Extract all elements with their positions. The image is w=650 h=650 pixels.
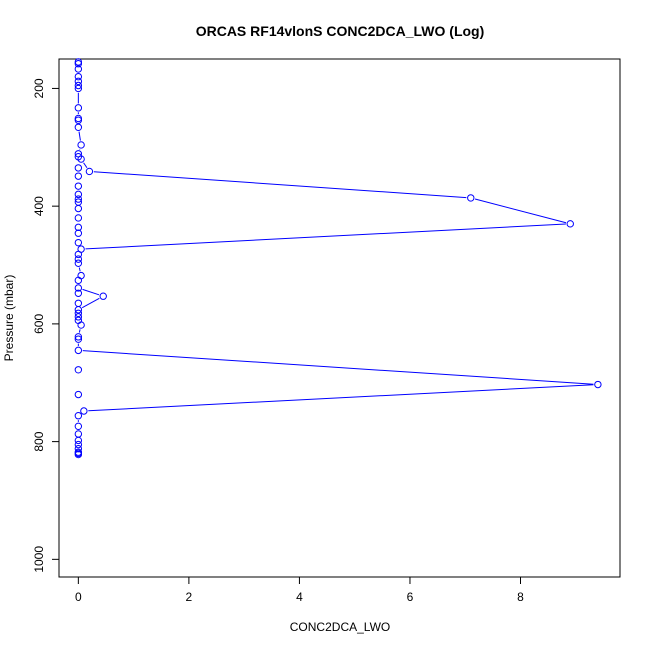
- series-segment: [82, 350, 594, 385]
- series-segment: [82, 288, 100, 296]
- data-point: [74, 335, 83, 343]
- data-point: [74, 366, 83, 374]
- data-point: [74, 223, 83, 232]
- chart-title: ORCAS RF14vlonS CONC2DCA_LWO (Log): [196, 23, 485, 39]
- data-point: [74, 195, 83, 203]
- y-axis: 200 400 600 800 1000: [32, 78, 60, 573]
- data-point: [74, 255, 83, 263]
- data-point: [74, 444, 83, 453]
- y-axis-title: Pressure (mbar): [2, 275, 16, 362]
- data-point: [467, 194, 475, 202]
- series-segment: [88, 384, 594, 412]
- data-point: [74, 333, 83, 341]
- x-tick-label: 8: [517, 590, 524, 604]
- data-point: [74, 448, 83, 456]
- x-axis: 0 2 4 6 8: [75, 576, 524, 604]
- plot-frame: [58, 58, 621, 578]
- y-tick-label: 1000: [32, 546, 46, 573]
- data-point: [74, 77, 83, 86]
- data-point: [74, 436, 83, 445]
- data-point: [74, 299, 83, 307]
- x-tick-label: 4: [296, 590, 303, 604]
- data-point: [99, 292, 107, 300]
- series-layer: [74, 58, 602, 459]
- series-segment: [474, 198, 567, 224]
- data-point: [74, 58, 83, 66]
- data-point: [74, 430, 83, 438]
- data-point: [74, 190, 83, 199]
- data-point: [85, 167, 94, 176]
- data-point: [74, 182, 83, 190]
- data-point: [77, 245, 85, 253]
- data-point: [74, 153, 83, 161]
- data-point: [74, 214, 83, 222]
- data-point: [74, 276, 83, 285]
- data-point: [74, 289, 83, 297]
- data-point: [77, 271, 85, 280]
- data-point: [74, 114, 83, 123]
- data-point: [566, 220, 574, 228]
- y-tick-label: 400: [32, 196, 46, 216]
- series-segment: [78, 131, 81, 141]
- data-point: [594, 380, 602, 389]
- data-point: [74, 346, 83, 355]
- data-point: [74, 229, 83, 237]
- data-point: [77, 321, 85, 329]
- series-segment: [78, 267, 81, 272]
- data-point: [74, 172, 83, 180]
- data-point: [74, 313, 83, 321]
- data-point: [74, 123, 83, 131]
- data-point: [74, 164, 83, 172]
- y-tick-label: 600: [32, 314, 46, 334]
- data-point: [74, 259, 83, 267]
- data-point: [74, 81, 83, 90]
- data-point: [74, 198, 83, 206]
- data-point: [80, 407, 88, 415]
- series-segment: [83, 162, 88, 169]
- data-point: [74, 316, 83, 325]
- series-segment: [85, 223, 566, 250]
- data-point: [74, 65, 83, 73]
- x-tick-label: 6: [407, 590, 414, 604]
- data-point: [74, 84, 83, 93]
- data-point: [74, 390, 83, 399]
- data-point: [74, 150, 83, 158]
- data-point: [74, 309, 83, 317]
- series-segment: [81, 297, 100, 309]
- data-point: [74, 104, 83, 112]
- data-point: [74, 72, 83, 81]
- series-segment: [93, 171, 467, 199]
- series-segment: [78, 329, 81, 333]
- x-tick-label: 2: [186, 590, 193, 604]
- data-point: [74, 412, 83, 420]
- x-tick-label: 0: [75, 590, 82, 604]
- data-point: [74, 284, 83, 292]
- data-point: [74, 422, 83, 431]
- data-point: [74, 204, 83, 213]
- x-axis-title: CONC2DCA_LWO: [290, 620, 390, 634]
- data-point: [74, 440, 83, 449]
- data-point: [74, 238, 83, 247]
- data-point: [77, 141, 85, 149]
- y-tick-label: 200: [32, 78, 46, 98]
- y-tick-label: 800: [32, 431, 46, 451]
